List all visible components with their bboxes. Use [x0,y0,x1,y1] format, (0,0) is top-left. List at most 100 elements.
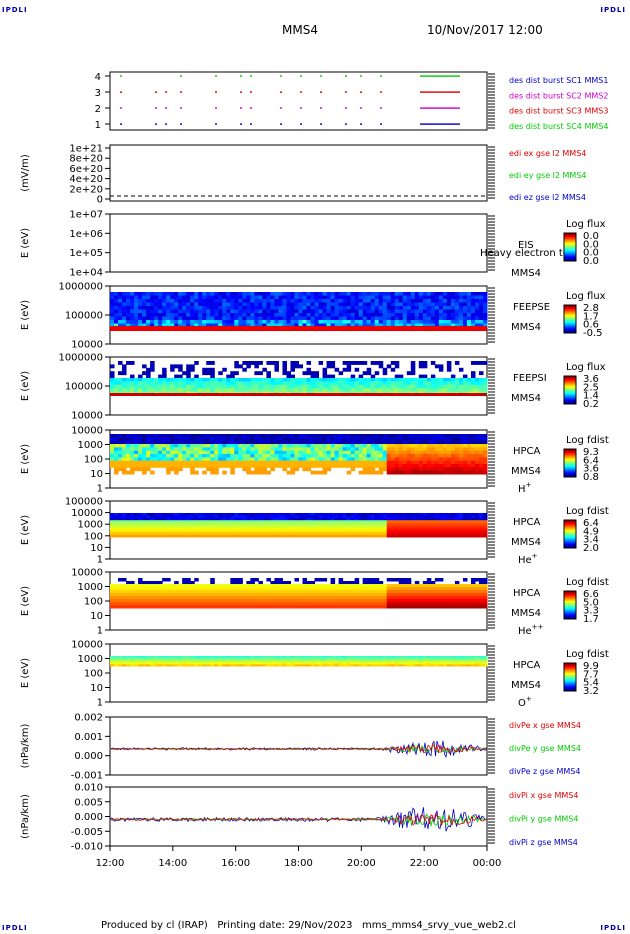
spectrogram-cell [374,517,380,521]
spectrogram-cell [354,313,360,317]
burst-interval-mark [430,91,440,93]
spectrogram-cell [402,584,408,588]
spectrogram-cell [394,309,400,314]
colorbar-band [564,259,576,261]
spectrogram-cell [478,522,484,526]
spectrogram-cell [154,532,159,536]
spectrogram-cell [390,302,396,307]
spectrogram-cell [474,593,480,597]
spectrogram-cell [166,513,171,516]
spectrogram-cell [478,460,484,465]
spectrogram-cell [138,522,143,526]
spectrogram-cell [202,460,207,465]
colorbar-band [564,614,576,616]
spectrogram-cell [142,581,147,585]
spectrogram-cell [214,447,219,452]
spectrogram-cell [178,596,183,600]
spectrogram-cell [346,378,352,382]
spectrogram-cell [454,584,460,588]
spectrogram-cell [278,381,283,386]
spectrogram-cell [190,378,195,382]
spectrogram-cell [474,599,480,603]
spectrogram-cell [186,593,191,597]
spectrogram-cell [246,361,251,365]
spectrogram-cell [142,599,147,603]
spectrogram-cell [114,590,119,594]
spectrogram-cell [474,306,480,310]
spectrogram-cell [386,596,392,600]
spectrogram-cell [298,464,304,468]
spectrogram-cell [258,529,263,533]
spectrogram-cell [238,525,243,528]
instrument-label: HPCA [513,446,541,457]
spectrogram-cell [438,437,444,442]
spectrogram-cell [470,467,476,472]
spectrogram-cell [146,513,151,516]
spectrogram-cell [446,309,452,314]
colorbar-band [564,393,576,395]
spectrogram-cell [382,367,388,372]
spectrogram-cell [130,313,135,317]
spectrogram-cell [370,295,376,300]
spectrogram-cell [334,590,340,594]
spectrogram-cell [322,593,328,597]
spectrogram-cell [422,313,428,317]
colorbar-band [564,540,576,542]
spectrogram-cell [174,513,179,516]
spectrogram-cell [142,444,147,448]
spectrogram-cell [450,299,456,303]
spectrogram-cell [294,450,299,455]
spectrogram-cell [326,517,332,521]
spectrogram-cell [214,529,219,533]
spectrogram-cell [330,522,336,526]
spectrogram-cell [218,434,223,438]
spectrogram-cell [290,323,295,328]
spectrogram-cell [350,381,356,386]
spectrogram-cell [462,299,468,303]
spectrogram-cell [266,525,271,528]
spectrogram-cell [254,295,259,300]
spectrogram-cell [226,590,231,594]
spectrogram-cell [478,323,484,328]
spectrogram-cell [294,532,299,536]
spectrogram-cell [370,520,376,524]
spectrogram-cell [330,593,336,597]
spectrogram-cell [310,450,316,455]
spectrogram-cell [314,457,320,462]
spectrogram-cell [386,309,392,314]
y-axis-label: E (eV) [20,300,31,330]
spectrogram-cell [166,587,171,591]
spectrogram-cell [230,460,235,465]
spectrogram-cell [378,457,384,462]
spectrogram-cell [238,517,243,521]
spectrogram-cell [418,316,424,321]
spectrogram-cell [450,309,456,314]
spectrogram-cell [298,316,304,321]
spectrogram-cell [138,374,143,379]
spectrogram-cell [150,309,155,314]
spectrogram-cell [334,313,340,317]
spectrogram-cell [114,460,119,465]
spectrogram-cell [150,522,155,526]
spectrogram-cell [386,520,392,524]
spectrogram-cell [322,437,328,442]
spectrogram-cell [422,515,428,519]
spectrogram-cell [198,527,203,531]
spectrogram-cell [166,596,171,600]
spectrogram-cell [406,323,412,328]
spectrogram-cell [394,292,400,296]
spectrogram-cell [286,470,291,475]
spectrogram-cell [466,388,472,393]
spectrogram-cell [370,444,376,448]
spectrogram-cell [114,378,119,382]
spectrogram-cell [390,532,396,536]
spectrogram-cell [342,460,348,465]
colorbar-title: Log fdist [566,577,609,588]
spectrogram-cell [250,599,255,603]
spectrogram-cell [454,467,460,472]
spectrogram-cell [250,440,255,445]
burst-interval-mark [155,107,157,109]
spectrogram-cell [362,534,368,538]
y-tick-label: 1000 [78,582,103,593]
spectrogram-cell [354,440,360,445]
